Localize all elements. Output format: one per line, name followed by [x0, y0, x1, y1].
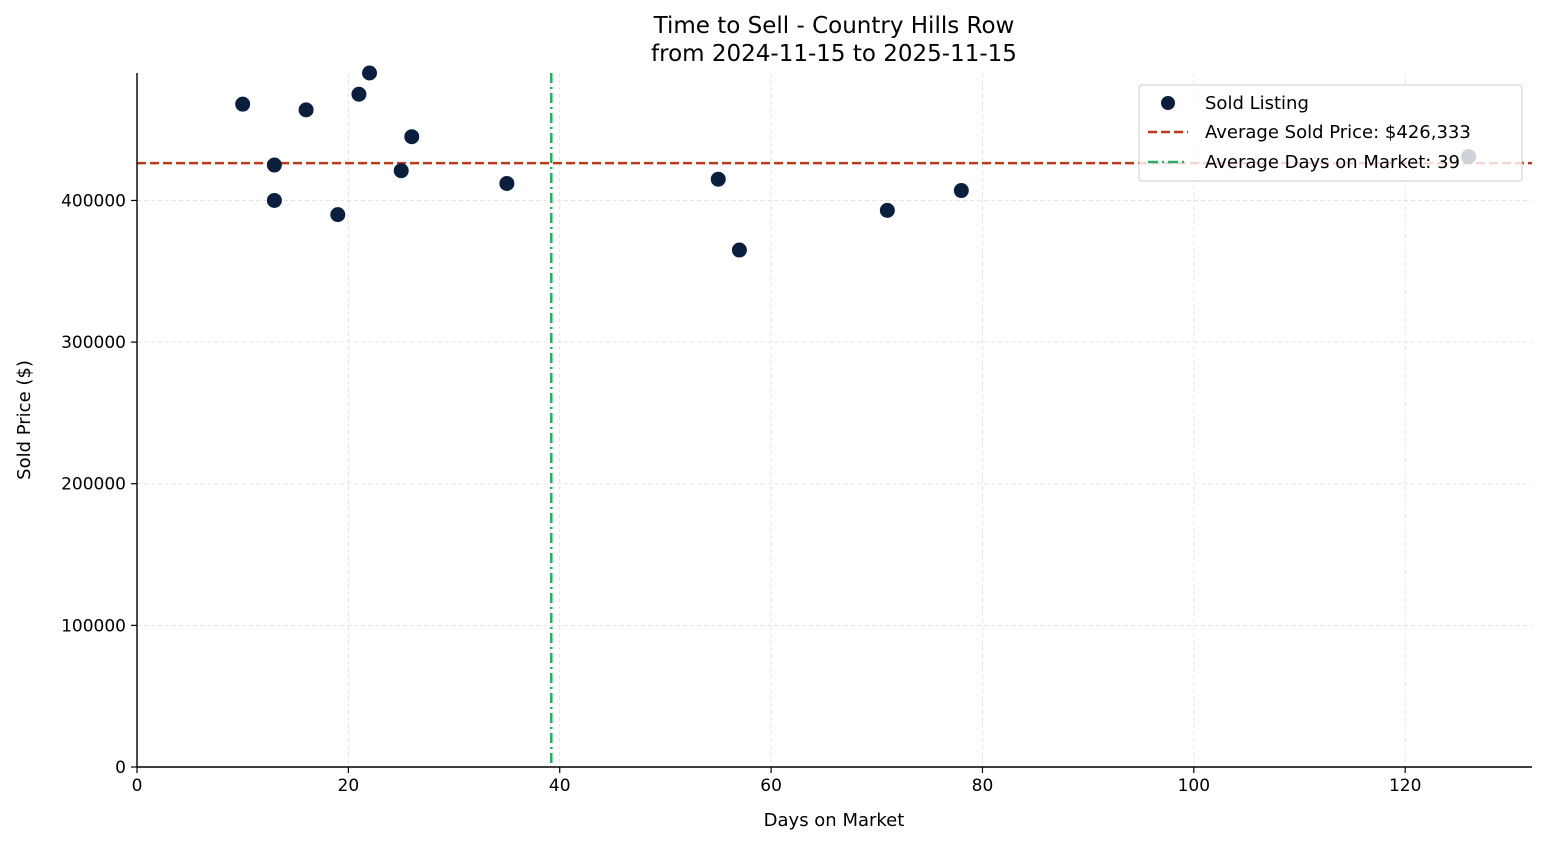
- x-tick-label: 120: [1389, 776, 1421, 796]
- x-tick-label: 60: [760, 776, 782, 796]
- chart-title-line1: Time to Sell - Country Hills Row: [653, 13, 1015, 39]
- data-point: [330, 207, 346, 223]
- data-point: [393, 163, 409, 179]
- x-axis-label: Days on Market: [764, 810, 905, 831]
- data-point: [362, 65, 377, 81]
- data-points: [235, 65, 1477, 258]
- y-tick-label: 200000: [61, 475, 126, 495]
- legend-box: [1138, 84, 1523, 182]
- data-point: [266, 192, 282, 208]
- y-tick-label: 300000: [61, 333, 126, 353]
- data-point: [404, 129, 420, 145]
- y-axis-label: Sold Price ($): [14, 360, 35, 480]
- x-tick-label: 80: [972, 776, 994, 796]
- legend-sold-label: Sold Listing: [1205, 93, 1309, 114]
- y-tick-label: 100000: [61, 616, 126, 636]
- x-tick-label: 100: [1178, 776, 1210, 796]
- data-point: [235, 96, 251, 112]
- y-tick-label: 400000: [61, 191, 126, 211]
- x-tick-label: 20: [338, 776, 360, 796]
- data-point: [710, 171, 726, 187]
- grid-lines: [137, 73, 1532, 767]
- axes: [131, 73, 1532, 773]
- y-tick-label: 0: [115, 758, 126, 778]
- x-tick-label: 40: [549, 776, 571, 796]
- data-point: [879, 202, 895, 218]
- x-tick-label: 0: [132, 776, 143, 796]
- legend-avg-price-label: Average Sold Price: $426,333: [1205, 122, 1471, 143]
- data-point: [351, 86, 367, 102]
- legend-avg-days-label: Average Days on Market: 39: [1205, 152, 1460, 173]
- data-point: [266, 157, 282, 173]
- legend: Sold Listing Average Sold Price: $426,33…: [1138, 84, 1523, 182]
- data-point: [953, 183, 969, 199]
- data-point: [499, 175, 515, 191]
- data-point: [731, 242, 747, 258]
- data-point: [298, 102, 314, 118]
- chart-title-line2: from 2024-11-15 to 2025-11-15: [651, 41, 1017, 67]
- tick-labels: 0 20 40 60 80 100 120 0 100000 200000 300000 400000: [61, 191, 1421, 796]
- legend-sold-marker: [1161, 96, 1175, 110]
